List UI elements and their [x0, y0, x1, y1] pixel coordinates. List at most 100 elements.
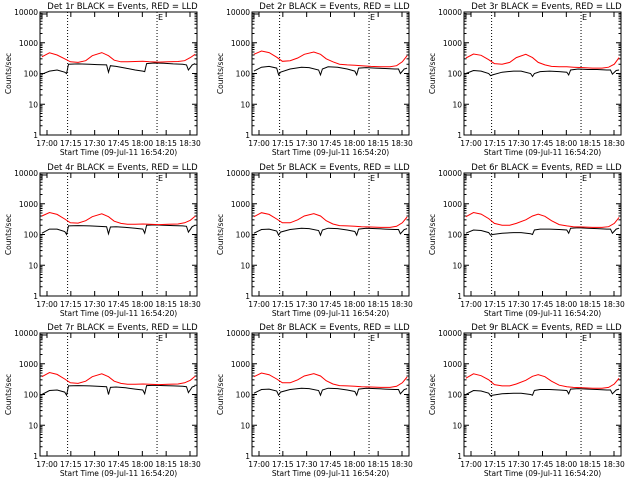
- x-tick-label: 17:15: [484, 300, 506, 309]
- x-tick-label: 17:00: [248, 460, 270, 469]
- x-tick-label: 17:30: [296, 300, 318, 309]
- y-axis-label: Counts/sec: [428, 214, 437, 255]
- lld-series-line: [41, 52, 196, 63]
- x-tick-label: 17:00: [36, 300, 58, 309]
- x-axis-label: Start Time (09-Jul-11 16:54:20): [272, 469, 389, 478]
- events-series-line: [465, 388, 620, 397]
- y-axis-label: Counts/sec: [4, 374, 13, 415]
- x-axis-label: Start Time (09-Jul-11 16:54:20): [60, 309, 177, 318]
- y-tick-label: 1: [33, 131, 38, 140]
- y-tick-label: 10000: [438, 8, 462, 17]
- start-marker: [465, 174, 471, 180]
- event-marker-label: E: [370, 334, 375, 343]
- x-tick-label: 17:45: [320, 139, 342, 148]
- y-tick-label: 10000: [14, 329, 38, 338]
- y-tick-label: 10: [452, 100, 462, 109]
- x-axis-label: Start Time (09-Jul-11 16:54:20): [60, 469, 177, 478]
- y-axis-label: Counts/sec: [428, 53, 437, 94]
- panel-title: Det 8r BLACK = Events, RED = LLD: [259, 323, 410, 333]
- panel-title: Det 6r BLACK = Events, RED = LLD: [471, 163, 622, 173]
- y-tick-label: 10: [240, 421, 250, 430]
- x-tick-label: 18:00: [132, 300, 154, 309]
- panel-title: Det 5r BLACK = Events, RED = LLD: [259, 163, 410, 173]
- y-tick-label: 1: [245, 452, 250, 461]
- y-tick-label: 10000: [438, 169, 462, 178]
- x-axis-label: Start Time (09-Jul-11 16:54:20): [484, 309, 601, 318]
- x-tick-label: 18:15: [579, 300, 601, 309]
- y-tick-label: 10: [28, 261, 38, 270]
- y-tick-label: 10000: [14, 8, 38, 17]
- y-tick-label: 1: [457, 452, 462, 461]
- panel-det-7: Det 7r BLACK = Events, RED = LLD 1 10 100 10…: [4, 323, 201, 478]
- y-tick-label: 10: [240, 100, 250, 109]
- x-tick-label: 18:30: [603, 139, 625, 148]
- x-tick-label: 17:15: [60, 139, 82, 148]
- x-tick-label: 18:30: [391, 460, 413, 469]
- y-axis-label: Counts/sec: [428, 374, 437, 415]
- panel-det-8: Det 8r BLACK = Events, RED = LLD 1 10 100 10…: [216, 323, 413, 478]
- x-tick-label: 17:45: [108, 460, 130, 469]
- y-tick-label: 1: [33, 452, 38, 461]
- x-tick-label: 18:30: [391, 139, 413, 148]
- x-tick-label: 18:30: [179, 460, 201, 469]
- y-tick-label: 1000: [19, 200, 38, 209]
- lld-series-line: [465, 373, 620, 389]
- x-tick-label: 18:30: [179, 300, 201, 309]
- y-axis-label: Counts/sec: [216, 53, 225, 94]
- x-tick-label: 17:00: [460, 460, 482, 469]
- plot-frame: [39, 332, 198, 457]
- plot-frame: [251, 11, 410, 136]
- x-tick-label: 17:45: [532, 460, 554, 469]
- panel-title: Det 3r BLACK = Events, RED = LLD: [471, 2, 622, 12]
- events-series-line: [253, 227, 408, 237]
- x-tick-label: 17:15: [60, 460, 82, 469]
- x-tick-label: 17:00: [248, 139, 270, 148]
- x-tick-label: 17:15: [272, 460, 294, 469]
- lld-series-line: [41, 371, 196, 386]
- events-series-line: [465, 227, 620, 236]
- x-tick-label: 17:00: [460, 300, 482, 309]
- x-tick-label: 18:15: [579, 139, 601, 148]
- panel-det-3: Det 3r BLACK = Events, RED = LLD 1 10 100 10…: [428, 2, 625, 157]
- x-tick-label: 17:45: [108, 300, 130, 309]
- x-tick-label: 17:30: [84, 460, 106, 469]
- panel-title: Det 2r BLACK = Events, RED = LLD: [259, 2, 410, 12]
- y-tick-label: 100: [448, 231, 463, 240]
- event-marker-label: E: [158, 334, 163, 343]
- x-tick-label: 18:30: [603, 460, 625, 469]
- plot-frame: [39, 172, 198, 297]
- lld-series-line: [253, 50, 408, 68]
- y-tick-label: 10: [452, 261, 462, 270]
- x-tick-label: 17:15: [60, 300, 82, 309]
- y-tick-label: 1: [245, 131, 250, 140]
- x-tick-label: 17:00: [36, 139, 58, 148]
- x-axis-label: Start Time (09-Jul-11 16:54:20): [272, 148, 389, 157]
- x-tick-label: 18:15: [155, 300, 177, 309]
- y-tick-label: 1: [457, 131, 462, 140]
- y-tick-label: 1: [33, 292, 38, 301]
- y-tick-label: 10000: [438, 329, 462, 338]
- start-marker: [465, 334, 471, 340]
- y-tick-label: 10: [28, 100, 38, 109]
- x-tick-label: 17:45: [532, 300, 554, 309]
- x-tick-label: 18:15: [367, 139, 389, 148]
- x-tick-label: 17:15: [484, 460, 506, 469]
- x-tick-label: 17:30: [296, 460, 318, 469]
- panel-title: Det 9r BLACK = Events, RED = LLD: [471, 323, 622, 333]
- x-tick-label: 18:15: [579, 460, 601, 469]
- lld-series-line: [465, 53, 620, 69]
- x-tick-label: 18:00: [344, 139, 366, 148]
- y-tick-label: 100: [24, 231, 39, 240]
- y-tick-label: 100: [448, 391, 463, 400]
- y-tick-label: 1000: [443, 200, 462, 209]
- events-series-line: [465, 68, 620, 78]
- plot-frame: [251, 332, 410, 457]
- panel-title: Det 7r BLACK = Events, RED = LLD: [47, 323, 198, 333]
- events-series-line: [253, 387, 408, 397]
- y-tick-label: 1: [245, 292, 250, 301]
- x-tick-label: 18:00: [556, 139, 578, 148]
- event-marker-label: E: [582, 13, 587, 22]
- x-axis-label: Start Time (09-Jul-11 16:54:20): [484, 469, 601, 478]
- plot-frame: [463, 172, 622, 297]
